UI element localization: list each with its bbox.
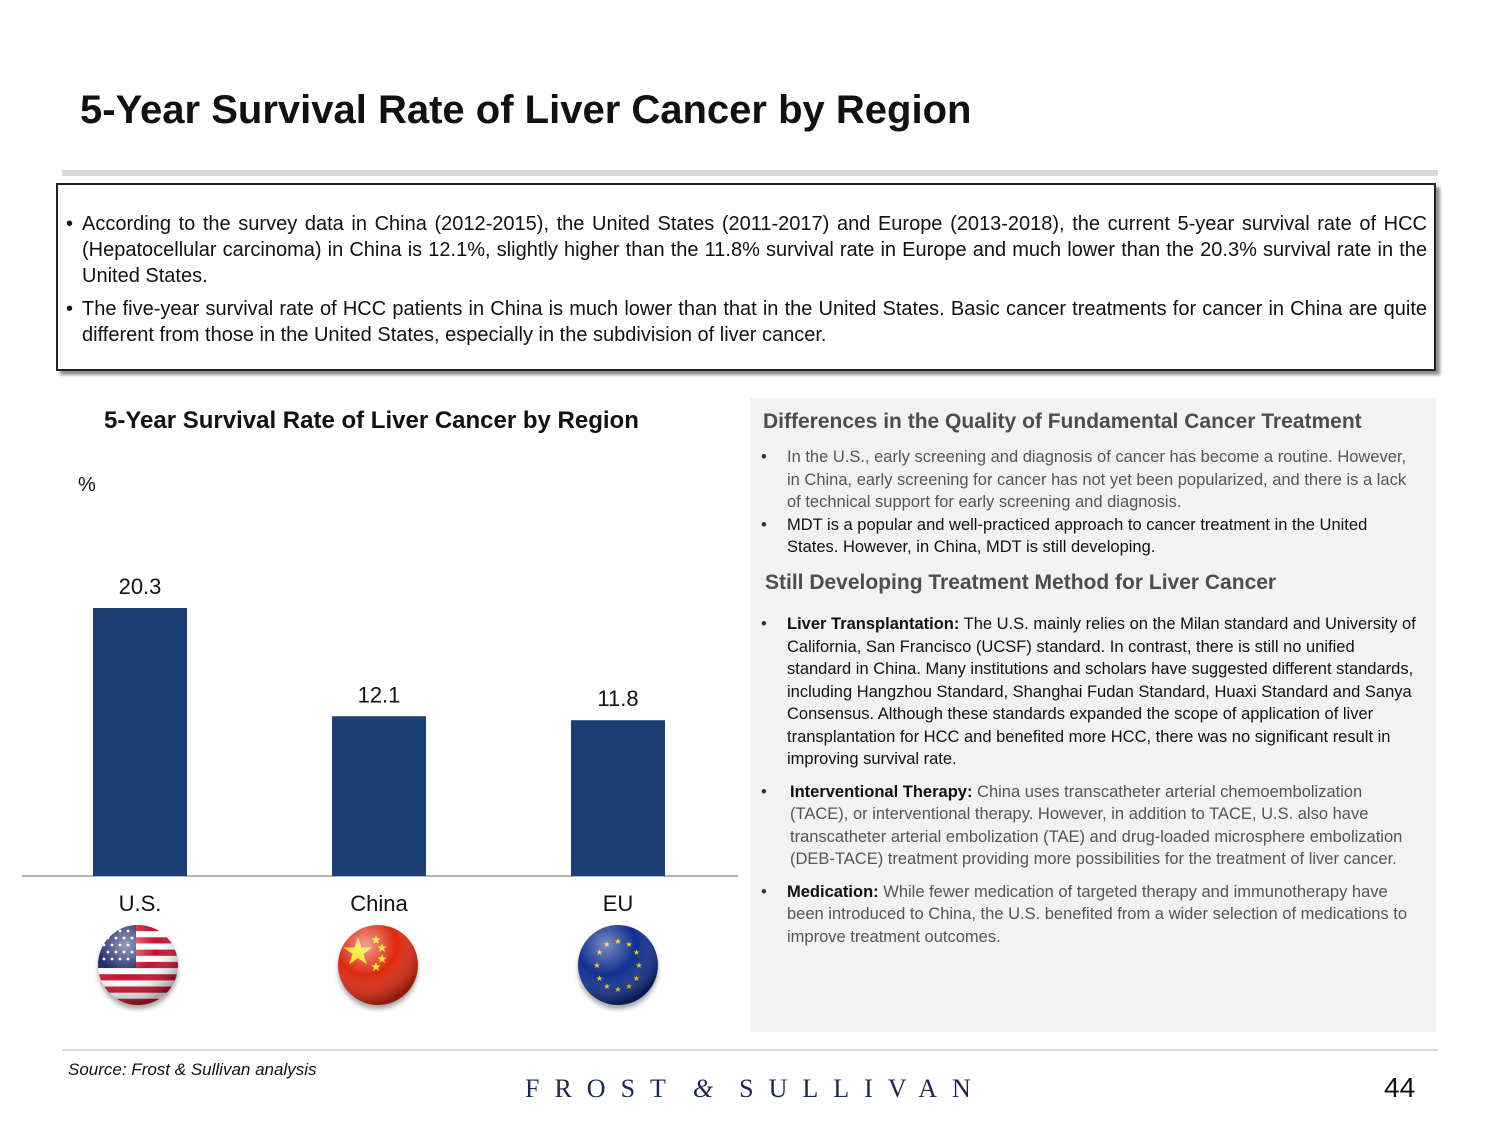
list-item: Liver Transplantation: The U.S. mainly r… <box>761 613 1423 771</box>
item-text: China uses transcatheter arterial chemoe… <box>790 782 1403 869</box>
bar-value-label: 12.1 <box>358 682 401 707</box>
summary-bullet: The five-year survival rate of HCC patie… <box>66 296 1427 348</box>
summary-list: According to the survey data in China (2… <box>66 211 1427 348</box>
title-divider <box>62 170 1438 176</box>
treatment-panel: Differences in the Quality of Fundamenta… <box>750 398 1436 1032</box>
bar-china <box>332 716 426 876</box>
us-flag-icon <box>98 925 178 1005</box>
eu-flag-icon: ★ ★ ★ ★ ★ ★ ★ ★ ★ ★ ★ ★ <box>578 925 658 1005</box>
methods-list: Liver Transplantation: The U.S. mainly r… <box>761 613 1423 948</box>
panel-heading-quality: Differences in the Quality of Fundamenta… <box>763 410 1362 433</box>
category-label: China <box>350 891 408 916</box>
quality-list: In the U.S., early screening and diagnos… <box>761 446 1423 559</box>
chart-y-unit: % <box>78 474 96 496</box>
list-item: Interventional Therapy: China uses trans… <box>761 781 1423 871</box>
bar-chart: 20.3 U.S. 12.1 China 11.8 EU <box>22 574 738 916</box>
category-label: U.S. <box>119 891 162 916</box>
source-note: Source: Frost & Sullivan analysis <box>68 1060 317 1079</box>
list-item: In the U.S., early screening and diagnos… <box>761 446 1423 514</box>
brand-amp: & <box>692 1074 714 1103</box>
list-item: MDT is a popular and well-practiced appr… <box>761 514 1423 559</box>
brand-left: FROST <box>525 1074 681 1103</box>
page-title: 5-Year Survival Rate of Liver Cancer by … <box>80 88 972 132</box>
brand-right: SULLIVAN <box>739 1074 986 1103</box>
bar-eu <box>571 720 665 876</box>
list-item: Medication: While fewer medication of ta… <box>761 881 1423 949</box>
bar-value-label: 20.3 <box>119 574 162 599</box>
item-label: Interventional Therapy: <box>790 782 973 801</box>
bar-value-label: 11.8 <box>597 686 638 711</box>
china-flag-icon <box>338 925 418 1005</box>
item-label: Liver Transplantation: <box>787 615 960 633</box>
brand-logo: FROST & SULLIVAN <box>525 1074 986 1104</box>
footer-divider <box>62 1049 1438 1051</box>
panel-heading-methods: Still Developing Treatment Method for Li… <box>765 571 1277 594</box>
item-text: While fewer medication of targeted thera… <box>787 882 1408 946</box>
page-number: 44 <box>1384 1072 1416 1103</box>
summary-bullet: According to the survey data in China (2… <box>66 211 1427 289</box>
chart-title: 5-Year Survival Rate of Liver Cancer by … <box>104 407 639 434</box>
summary-box: According to the survey data in China (2… <box>56 183 1436 371</box>
item-label: Medication: <box>787 882 879 901</box>
category-label: EU <box>603 891 634 916</box>
item-text: The U.S. mainly relies on the Milan stan… <box>787 615 1416 768</box>
bar-us <box>93 608 187 876</box>
